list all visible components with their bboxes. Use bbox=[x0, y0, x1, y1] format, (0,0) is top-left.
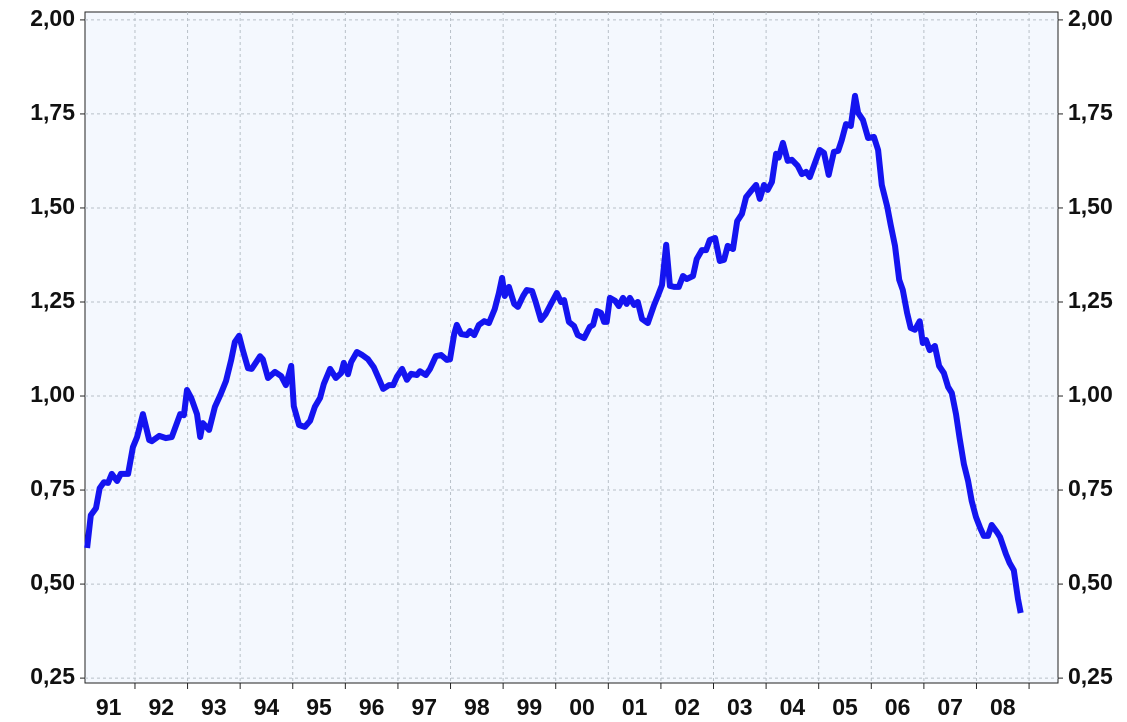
y2-tick-label: 1,50 bbox=[1068, 193, 1113, 219]
x-tick-label: 06 bbox=[885, 694, 911, 720]
y-tick-label: 0,75 bbox=[30, 475, 75, 501]
y2-tick-label: 1,25 bbox=[1068, 287, 1113, 313]
x-tick-label: 08 bbox=[990, 694, 1016, 720]
y-tick-label: 0,50 bbox=[30, 569, 75, 595]
x-tick-label: 91 bbox=[96, 694, 122, 720]
x-tick-label: 07 bbox=[937, 694, 963, 720]
y2-tick-label: 0,50 bbox=[1068, 569, 1113, 595]
x-tick-label: 93 bbox=[201, 694, 227, 720]
x-tick-label: 95 bbox=[306, 694, 332, 720]
x-tick-label: 94 bbox=[254, 694, 280, 720]
x-tick-label: 03 bbox=[727, 694, 753, 720]
x-tick-label: 96 bbox=[359, 694, 385, 720]
y2-tick-label: 0,25 bbox=[1068, 663, 1113, 689]
y2-tick-label: 1,00 bbox=[1068, 381, 1113, 407]
plot-area bbox=[84, 11, 1059, 684]
data-line bbox=[84, 92, 1024, 614]
x-tick-label: 01 bbox=[622, 694, 648, 720]
x-tick-label: 98 bbox=[464, 694, 490, 720]
x-tick-label: 02 bbox=[674, 694, 700, 720]
x-tick-label: 00 bbox=[569, 694, 595, 720]
y-tick-label: 0,25 bbox=[30, 663, 75, 689]
y-tick-label: 2,00 bbox=[30, 5, 75, 31]
x-tick-label: 04 bbox=[780, 694, 806, 720]
x-tick-label: 99 bbox=[517, 694, 543, 720]
x-tick-label: 97 bbox=[411, 694, 437, 720]
y-tick-label: 1,75 bbox=[30, 99, 75, 125]
y-tick-label: 1,00 bbox=[30, 381, 75, 407]
x-tick-label: 05 bbox=[832, 694, 858, 720]
x-tick-label: 92 bbox=[148, 694, 174, 720]
y2-tick-label: 2,00 bbox=[1068, 5, 1113, 31]
y-tick-label: 1,25 bbox=[30, 287, 75, 313]
y-tick-label: 1,50 bbox=[30, 193, 75, 219]
y2-tick-label: 0,75 bbox=[1068, 475, 1113, 501]
y2-tick-label: 1,75 bbox=[1068, 99, 1113, 125]
